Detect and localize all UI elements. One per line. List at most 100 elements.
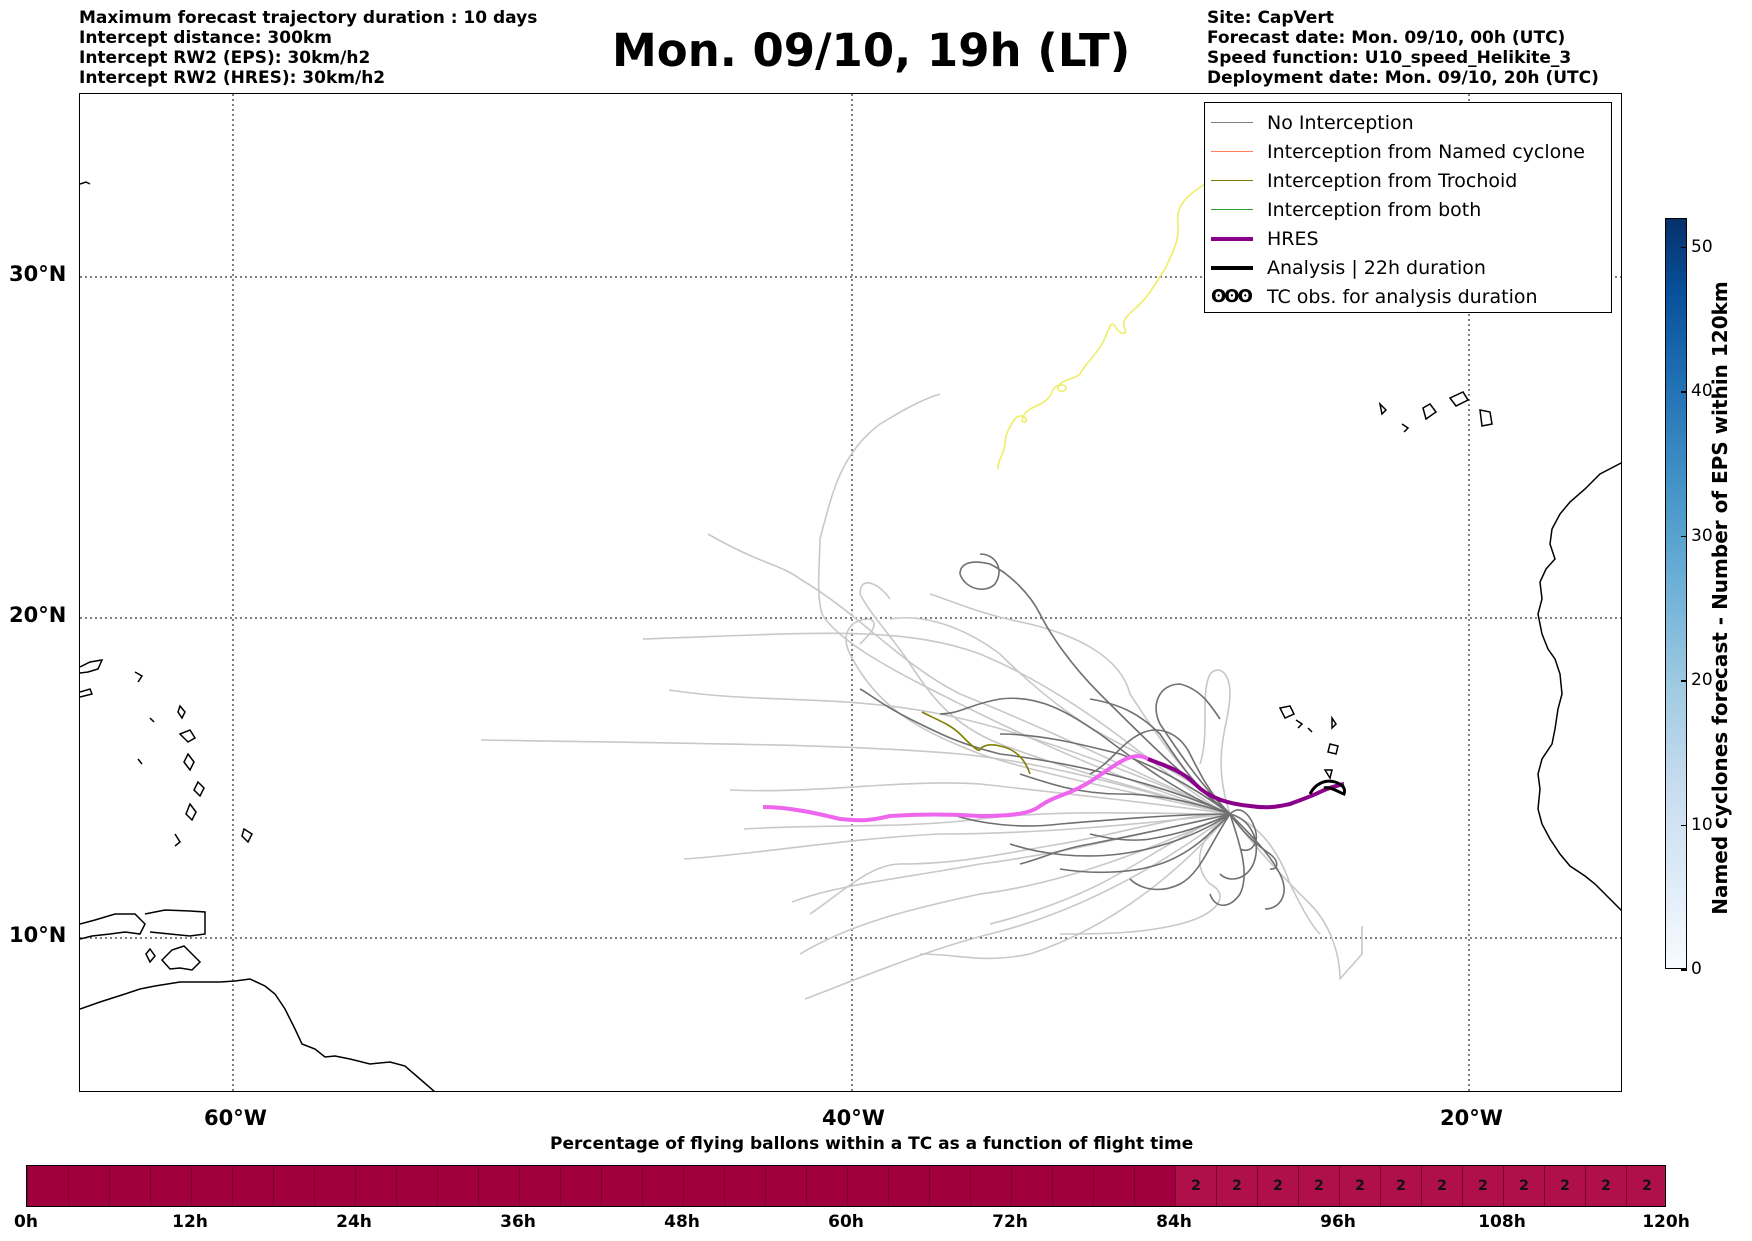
time-bar-label: 12h [172, 1212, 208, 1232]
header-right-line: Deployment date: Mon. 09/10, 20h (UTC) [1207, 68, 1599, 88]
time-bar-cell [478, 1166, 519, 1206]
time-bar-cell: 2 [1503, 1166, 1544, 1206]
coastline-canaries-3 [1479, 409, 1493, 427]
coastline-antilles-12 [149, 717, 155, 723]
coastline-canaries-2 [1448, 391, 1470, 407]
lat-label-20: 20°N [9, 603, 67, 627]
time-bar-cell-value: 2 [1642, 1178, 1652, 1194]
analysis-track [1308, 779, 1346, 796]
time-bar-cell [560, 1166, 601, 1206]
time-bar-cell: 2 [1626, 1166, 1665, 1206]
time-bar-cell [765, 1166, 806, 1206]
colorbar [1665, 218, 1687, 969]
coastline-trinidad [160, 945, 202, 971]
time-bar-cell [601, 1166, 642, 1206]
map-canvas[interactable] [80, 94, 1622, 1092]
coastline-cape-verde-1 [1278, 705, 1296, 719]
time-bar-cell [806, 1166, 847, 1206]
time-bar-cell [1052, 1166, 1093, 1206]
time-bar-label: 36h [500, 1212, 536, 1232]
time-bar-cell-value: 2 [1396, 1178, 1406, 1194]
time-bar-label: 108h [1478, 1212, 1526, 1232]
map-legend: No Interception Interception from Named c… [1204, 102, 1612, 313]
legend-item: No Interception [1205, 108, 1611, 137]
hres-track [1147, 757, 1345, 810]
time-bar-cell: 2 [1257, 1166, 1298, 1206]
legend-item: Interception from Trochoid [1205, 166, 1611, 195]
colorbar-tick-label: 20 [1691, 670, 1713, 691]
legend-label: No Interception [1267, 111, 1414, 134]
time-bar-cell [847, 1166, 888, 1206]
time-bar-label: 72h [992, 1212, 1028, 1232]
time-bar-cell [355, 1166, 396, 1206]
time-bar-cell-value: 2 [1232, 1178, 1242, 1194]
eps-tracks-light [480, 393, 1363, 1000]
time-bar-cell: 2 [1175, 1166, 1216, 1206]
time-bar-cell [314, 1166, 355, 1206]
time-bar-cell [109, 1166, 150, 1206]
coastline-cape-verde-2 [1295, 719, 1304, 729]
colorbar-tick-label: 50 [1691, 236, 1713, 257]
legend-swatch [1211, 122, 1253, 123]
coastline-antilles-6 [183, 752, 195, 772]
time-bar-cell [191, 1166, 232, 1206]
legend-item: ʘʘʘ TC obs. for analysis duration [1205, 282, 1611, 311]
legend-swatch [1211, 209, 1253, 210]
header-left-line: Intercept RW2 (EPS): 30km/h2 [79, 48, 371, 68]
coastline-antilles-10 [241, 827, 253, 844]
time-bar-cell [724, 1166, 765, 1206]
coastline-canaries-5 [1378, 401, 1388, 416]
time-bar-cell: 2 [1544, 1166, 1585, 1206]
coastline-antilles-11 [137, 758, 143, 765]
coastline-antilles-8 [185, 802, 197, 822]
lon-label-20w: 20°W [1440, 1106, 1503, 1130]
time-bar-cell-value: 2 [1273, 1178, 1283, 1194]
legend-swatch [1211, 180, 1253, 181]
legend-label: HRES [1267, 227, 1319, 250]
time-bar-label: 24h [336, 1212, 372, 1232]
lat-label-30: 30°N [9, 262, 67, 286]
colorbar-tick-mark [1681, 246, 1687, 249]
coastline-canaries-4 [1401, 423, 1410, 433]
time-bar-cell: 2 [1462, 1166, 1503, 1206]
legend-label: Interception from both [1267, 198, 1482, 221]
header-right-info: Site: CapVert Forecast date: Mon. 09/10,… [1207, 8, 1599, 88]
colorbar-tick-label: 30 [1691, 525, 1713, 546]
coastline-caribbean-b [144, 909, 206, 937]
time-bar-cell [437, 1166, 478, 1206]
legend-swatch [1211, 151, 1253, 152]
header-right-line: Site: CapVert [1207, 8, 1334, 28]
time-bar-label: 96h [1320, 1212, 1356, 1232]
time-bar-cell-value: 2 [1519, 1178, 1529, 1194]
eps-tracks-dark [859, 553, 1285, 910]
legend-label: Analysis | 22h duration [1267, 256, 1486, 279]
time-bar-cell: 2 [1380, 1166, 1421, 1206]
legend-swatch [1211, 236, 1253, 241]
coastline-bermuda [80, 181, 91, 185]
time-bar-label: 120h [1642, 1212, 1690, 1232]
colorbar-tick-label: 10 [1691, 814, 1713, 835]
time-bar-label: 0h [14, 1212, 38, 1232]
coastline-cape-verde-5 [1327, 743, 1339, 755]
time-bar-cell [68, 1166, 109, 1206]
time-bar-cell-value: 2 [1314, 1178, 1324, 1194]
time-bar-cell [888, 1166, 929, 1206]
time-bar-cell [1011, 1166, 1052, 1206]
header-left-info: Maximum forecast trajectory duration : 1… [79, 8, 537, 88]
coastline-africa [1537, 462, 1621, 912]
coastlines [80, 181, 1621, 1091]
coastline-antilles-1 [80, 659, 104, 674]
coastline-south-america [80, 978, 435, 1091]
time-bar-cell [642, 1166, 683, 1206]
time-bar-cell [1093, 1166, 1134, 1206]
cyclone-symbol-icon: ʘʘʘ [1211, 286, 1253, 307]
time-bar-cell [232, 1166, 273, 1206]
colorbar-tick-mark [1681, 680, 1687, 682]
time-bar-cell [27, 1166, 68, 1206]
lat-label-10: 10°N [9, 923, 67, 947]
time-bar-cell [396, 1166, 437, 1206]
time-bar-cell [683, 1166, 724, 1206]
colorbar-tick-mark [1681, 535, 1687, 538]
yellow-track [997, 183, 1206, 470]
time-bar: 2 2 2 2 2 2 2 2 2 2 2 2 [26, 1165, 1666, 1207]
